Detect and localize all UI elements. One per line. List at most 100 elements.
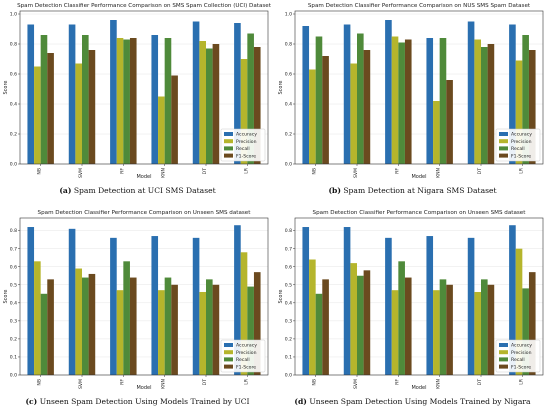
legend-swatch-recall <box>224 357 233 362</box>
bar-accuracy-lr <box>234 23 241 164</box>
chart-title: Spam Detection Classifier Performance Co… <box>38 210 252 216</box>
legend-label: F1-Score <box>511 153 531 159</box>
bar-precision-lr <box>515 248 523 375</box>
legend-swatch-f1-score <box>224 364 233 369</box>
x-tick-label: DT <box>202 379 208 386</box>
bar-f1-score-nb <box>322 279 329 375</box>
y-tick-label: 0.2 <box>10 132 17 138</box>
x-tick-label: NB <box>312 379 318 386</box>
bar-f1-score-rf <box>404 39 412 164</box>
bar-f1-score-nb <box>47 53 54 164</box>
legend-swatch-precision <box>224 350 233 355</box>
bar-precision-dt <box>199 41 206 164</box>
legend-swatch-precision <box>499 350 508 355</box>
bar-accuracy-lr <box>509 225 516 375</box>
bar-f1-score-svm <box>88 50 96 164</box>
bar-accuracy-dt <box>192 21 200 164</box>
x-axis-label: Model <box>136 174 151 180</box>
bar-recall-knn <box>164 38 172 164</box>
x-tick-label: KNN <box>161 379 167 389</box>
bar-recall-dt <box>206 279 213 375</box>
bar-recall-lr <box>247 33 254 164</box>
x-tick-label: RF <box>394 379 400 385</box>
bar-precision-knn <box>433 101 440 164</box>
y-axis-label: Score <box>278 289 284 303</box>
x-tick-label: SVM <box>353 168 359 178</box>
y-axis-label: Score <box>3 80 9 94</box>
y-tick-label: 0.3 <box>285 318 292 324</box>
chart-panel-a: Spam Detection Classifier Performance Co… <box>0 0 275 207</box>
x-tick-label: KNN <box>161 168 167 178</box>
chart-title: Spam Detection Classifier Performance Co… <box>308 3 531 9</box>
bar-f1-score-dt <box>487 284 495 375</box>
bar-accuracy-svm <box>68 228 76 375</box>
x-tick-label: LR <box>518 378 524 385</box>
plot-frame <box>294 10 544 165</box>
bar-precision-svm <box>350 63 357 164</box>
bar-precision-svm <box>75 268 82 375</box>
bar-recall-dt <box>481 47 488 164</box>
bar-precision-nb <box>34 66 41 164</box>
legend-label: Precision <box>511 139 532 145</box>
x-axis-label: Model <box>411 385 426 391</box>
y-tick-label: 0.0 <box>10 162 17 168</box>
bar-accuracy-svm <box>343 227 351 375</box>
bar-f1-score-nb <box>47 279 54 375</box>
chart-title: Spam Detection Classifier Performance Co… <box>313 210 527 216</box>
caption-a-text: Spam Detection at UCI SMS Dataset <box>73 186 216 195</box>
y-tick-label: 0.4 <box>285 102 292 108</box>
caption-c-text: Unseen Spam Detection Using Models Train… <box>39 397 250 406</box>
bar-recall-knn <box>439 279 447 375</box>
y-tick-label: 0.7 <box>10 246 17 252</box>
bar-f1-score-svm <box>88 273 96 375</box>
bar-accuracy-dt <box>467 237 475 375</box>
bar-f1-score-svm <box>363 270 371 375</box>
legend-swatch-f1-score <box>224 153 233 158</box>
y-tick-label: 0.6 <box>10 72 17 78</box>
bar-accuracy-nb <box>302 26 310 164</box>
y-tick-label: 0.4 <box>10 102 17 108</box>
bar-f1-score-lr <box>528 272 536 375</box>
bar-precision-dt <box>474 39 481 164</box>
chart-panel-b: Spam Detection Classifier Performance Co… <box>275 0 550 207</box>
y-tick-label: 0.8 <box>10 228 17 234</box>
bar-f1-score-svm <box>363 50 371 164</box>
bar-accuracy-dt <box>467 21 475 164</box>
chart-panel-d: Spam Detection Classifier Performance Co… <box>275 207 550 413</box>
x-axis-label: Model <box>136 385 151 391</box>
chart-c: Spam Detection Classifier Performance Co… <box>3 210 269 391</box>
bar-precision-svm <box>350 263 357 375</box>
caption-b: (b) Spam Detection at Nigara SMS Dataset <box>275 186 550 195</box>
caption-a: (a) Spam Detection at UCI SMS Dataset <box>0 186 275 195</box>
x-tick-label: NB <box>37 168 43 175</box>
bar-recall-lr <box>522 288 529 375</box>
legend-label: Recall <box>511 146 525 152</box>
bar-recall-svm <box>82 35 89 164</box>
chart-d: Spam Detection Classifier Performance Co… <box>278 210 544 391</box>
bar-accuracy-svm <box>68 24 76 164</box>
legend-label: F1-Score <box>511 364 531 370</box>
y-tick-label: 0.1 <box>285 355 292 361</box>
legend-label: Recall <box>511 357 525 363</box>
legend-box <box>495 339 541 373</box>
bar-recall-svm <box>82 277 89 375</box>
legend-label: Precision <box>511 350 532 356</box>
bar-precision-nb <box>309 259 316 375</box>
legend-label: Accuracy <box>511 132 532 138</box>
bar-precision-knn <box>158 290 165 375</box>
legend-label: F1-Score <box>236 153 256 159</box>
x-tick-label: LR <box>518 167 524 174</box>
bar-f1-score-lr <box>253 47 261 164</box>
y-tick-label: 0.4 <box>10 300 17 306</box>
bar-accuracy-nb <box>27 227 35 375</box>
x-tick-label: RF <box>394 168 400 174</box>
legend-swatch-recall <box>499 146 508 151</box>
y-axis-label: Score <box>3 289 9 303</box>
bar-accuracy-nb <box>27 24 35 164</box>
bar-precision-rf <box>116 38 124 164</box>
legend-label: Accuracy <box>236 343 257 349</box>
legend-swatch-accuracy <box>499 132 508 136</box>
bar-f1-score-dt <box>212 44 220 164</box>
x-tick-label: NB <box>312 168 318 175</box>
bar-recall-nb <box>40 35 48 164</box>
